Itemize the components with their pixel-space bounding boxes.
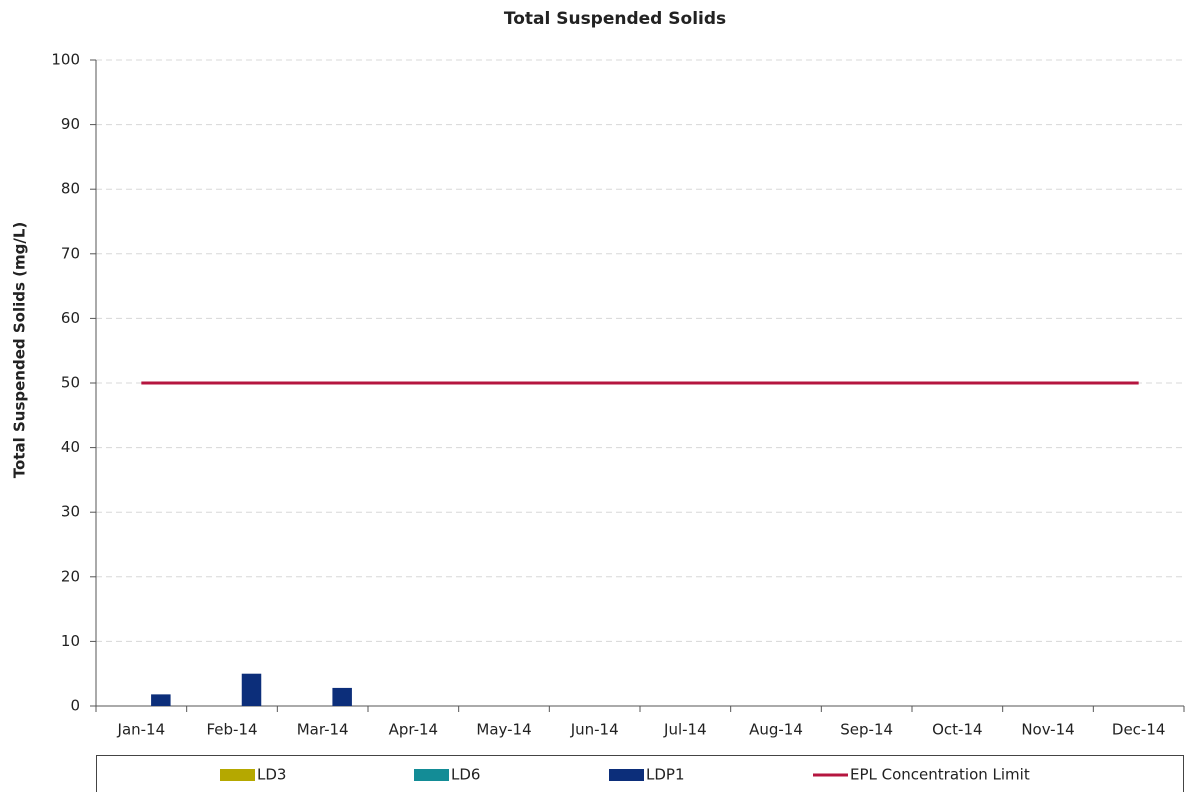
y-tick-label: 50: [61, 374, 80, 392]
bar: [151, 694, 171, 706]
x-tick-label: Jul-14: [663, 721, 707, 739]
legend-swatch: [220, 769, 255, 781]
legend-label: LDP1: [646, 766, 685, 784]
legend-label: LD6: [451, 766, 480, 784]
legend-box: [96, 755, 1184, 792]
y-tick-label: 20: [61, 567, 80, 585]
legend-swatch: [609, 769, 644, 781]
legend-label: LD3: [257, 766, 286, 784]
y-tick-label: 100: [51, 51, 80, 69]
x-tick-label: Dec-14: [1112, 721, 1166, 739]
x-tick-label: Nov-14: [1021, 721, 1074, 739]
x-tick-label: Sep-14: [840, 721, 893, 739]
bar: [241, 673, 262, 706]
legend-swatch: [414, 769, 449, 781]
bar: [332, 687, 352, 706]
legend-label: EPL Concentration Limit: [850, 766, 1030, 784]
x-tick-label: Feb-14: [206, 721, 257, 739]
x-tick-label: May-14: [476, 721, 531, 739]
x-tick-label: Jun-14: [570, 721, 619, 739]
y-tick-label: 60: [61, 309, 80, 327]
y-tick-label: 10: [61, 632, 80, 650]
x-tick-label: Apr-14: [389, 721, 439, 739]
y-tick-label: 90: [61, 115, 80, 133]
y-axis-title: Total Suspended Solids (mg/L): [11, 222, 29, 478]
y-tick-label: 80: [61, 180, 80, 198]
x-tick-label: Oct-14: [932, 721, 982, 739]
x-tick-label: Mar-14: [297, 721, 349, 739]
y-tick-label: 0: [70, 697, 80, 715]
x-tick-label: Aug-14: [749, 721, 803, 739]
y-tick-label: 40: [61, 438, 80, 456]
y-tick-label: 30: [61, 503, 80, 521]
x-tick-label: Jan-14: [117, 721, 166, 739]
y-tick-label: 70: [61, 244, 80, 262]
chart-title: Total Suspended Solids: [504, 9, 726, 29]
